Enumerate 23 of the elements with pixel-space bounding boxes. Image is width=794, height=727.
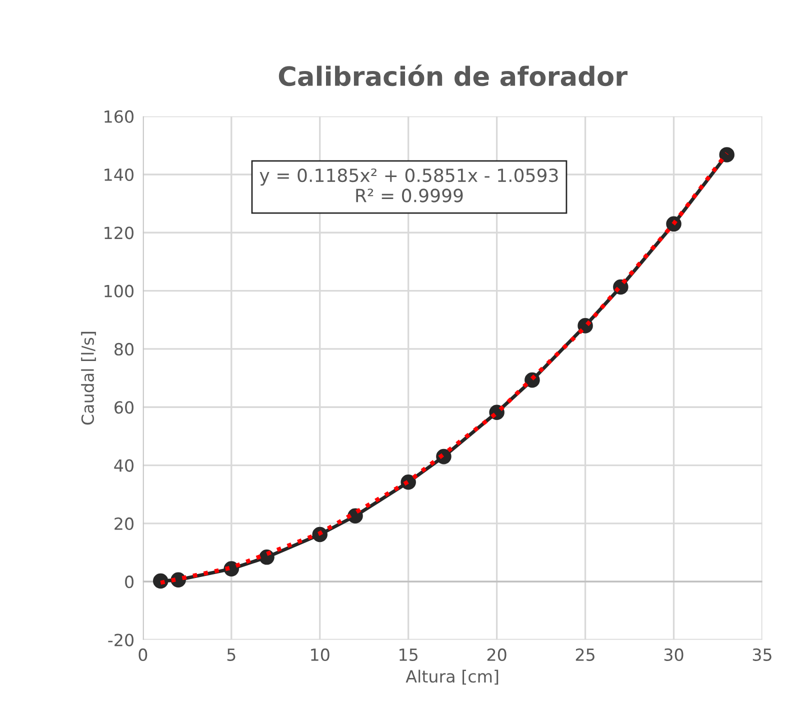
y-tick-label: 140: [104, 168, 134, 182]
annotation: y = 0.1185x² + 0.5851x - 1.0593 R² = 0.9999: [260, 168, 558, 202]
chart-title: Calibración de aforador: [278, 64, 628, 86]
x-tick-label: 35: [752, 648, 772, 661]
x-axis-title: Altura [cm]: [406, 670, 498, 685]
y-tick-label: 60: [114, 401, 134, 414]
x-tick-label: 30: [664, 648, 684, 661]
x-tick-label: 25: [576, 648, 594, 661]
y-tick-label: 0: [125, 576, 134, 588]
y-tick-label: 160: [104, 110, 134, 123]
x-tick-label: 5: [227, 648, 236, 661]
point: [719, 147, 734, 162]
y-tick-label: 40: [114, 459, 134, 472]
y-tick-label: 100: [104, 284, 134, 298]
y-axis-title: Caudal [l/s]: [81, 332, 96, 425]
y-tick-label: 120: [104, 226, 134, 240]
x-tick-label: 0: [138, 648, 148, 661]
y-tick-label: 80: [114, 342, 134, 356]
x-tick-label: 15: [400, 648, 418, 661]
x-tick-label: 20: [487, 648, 506, 661]
y-tick-label: 20: [114, 517, 134, 530]
x-tick-label: 10: [311, 648, 330, 661]
y-tick-label: -20: [108, 634, 134, 646]
